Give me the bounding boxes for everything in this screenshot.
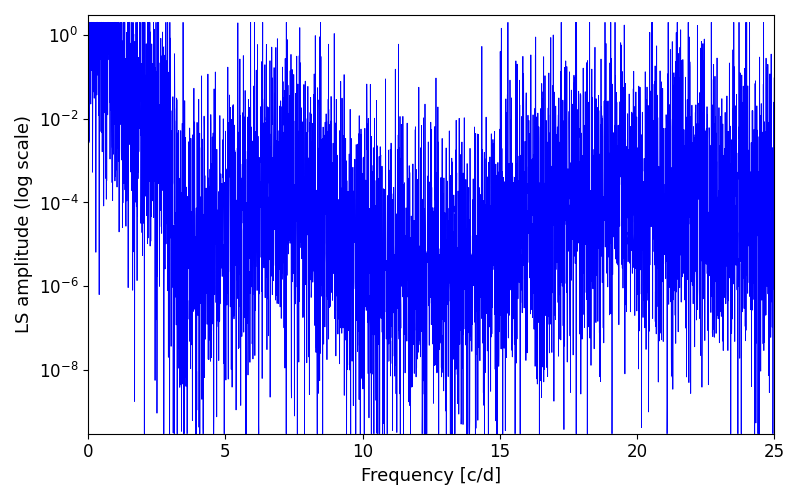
X-axis label: Frequency [c/d]: Frequency [c/d] [361, 467, 502, 485]
Y-axis label: LS amplitude (log scale): LS amplitude (log scale) [15, 116, 33, 334]
